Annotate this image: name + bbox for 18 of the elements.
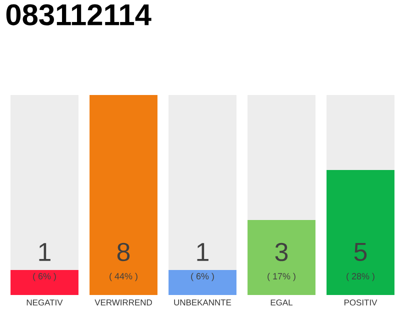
x-tick-label: VERWIRREND [94,300,152,306]
annotation: ( 6% ) [191,272,214,282]
annotation: ( 6% ) [33,272,56,282]
x-tick-label: NEGATIV [26,300,63,306]
bar [10,270,78,295]
x-tick-label: UNBEKANNTE [174,300,232,306]
annotation: ( 44% ) [110,272,138,282]
annotation: ( 28% ) [346,272,374,282]
data-label: 8 [117,242,130,262]
annotation: ( 17% ) [268,272,296,282]
data-label: 3 [275,242,288,262]
data-label: 1 [39,243,50,261]
chart-title: 083112114 [6,4,152,26]
bar [168,270,236,295]
data-label: 5 [354,242,367,262]
data-label: 1 [197,243,208,261]
x-tick-label: POSITIV [344,300,378,306]
x-tick-label: EGAL [270,300,293,306]
